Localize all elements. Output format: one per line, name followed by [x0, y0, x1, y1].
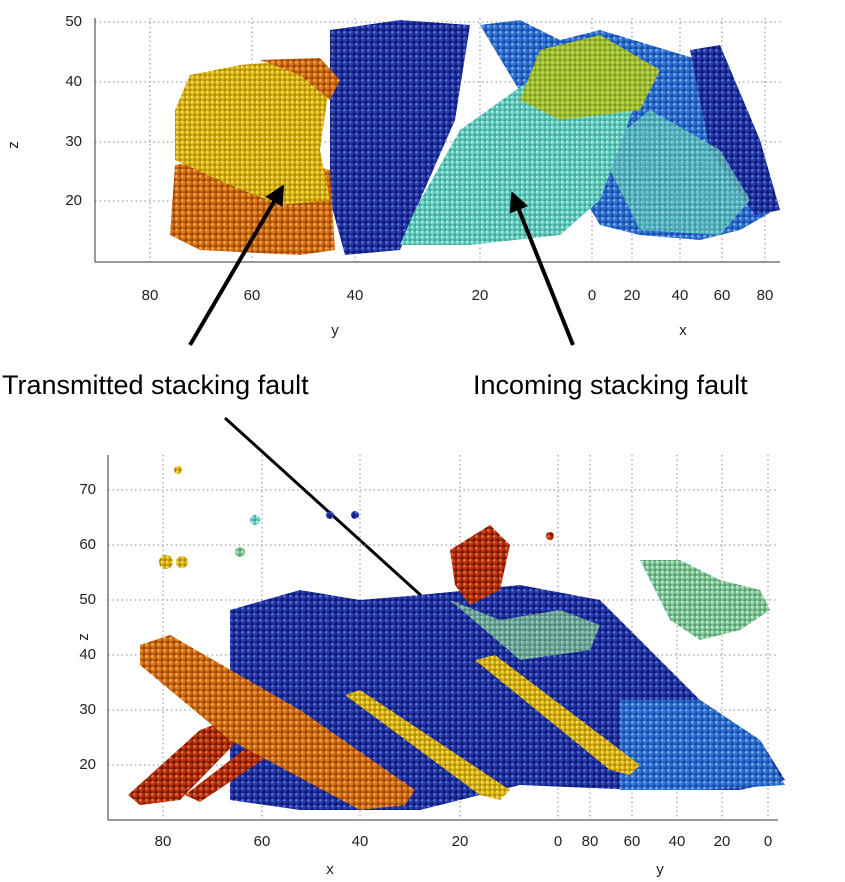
- tick-label: 20: [714, 833, 731, 850]
- tick-label: 40: [672, 287, 689, 304]
- axis-label: y: [656, 861, 664, 878]
- tick-label: 20: [472, 287, 489, 304]
- tick-label: 40: [79, 646, 96, 663]
- axis-label: z: [5, 141, 22, 149]
- tick-label: 80: [582, 833, 599, 850]
- axis-label: x: [679, 322, 687, 339]
- tick-label: 0: [588, 287, 596, 304]
- tick-label: 0: [764, 833, 772, 850]
- tick-label: 20: [452, 833, 469, 850]
- axis-label: z: [75, 633, 92, 641]
- annotation: Transmitted stacking fault: [2, 370, 309, 400]
- atoms: [170, 20, 780, 255]
- tick-label: 40: [347, 287, 364, 304]
- tick-label: 40: [65, 73, 82, 90]
- tick-label: 60: [254, 833, 271, 850]
- bottom-panel: 70 60 50 40 30 20 80 60 40 20 0 80 60 40 20 0 z x y: [75, 455, 785, 878]
- tick-label: 40: [669, 833, 686, 850]
- annotation: Incoming stacking fault: [473, 370, 748, 400]
- atoms: [128, 466, 785, 810]
- tick-label: 0: [554, 833, 562, 850]
- tick-label: 20: [65, 192, 82, 209]
- tick-label: 60: [714, 287, 731, 304]
- arrow: [188, 184, 285, 347]
- tick-label: 30: [79, 701, 96, 718]
- tick-label: 40: [352, 833, 369, 850]
- tick-label: 60: [624, 833, 641, 850]
- tick-label: 80: [155, 833, 172, 850]
- axis-label: x: [326, 861, 334, 878]
- tick-label: 30: [65, 133, 82, 150]
- tick-label: 50: [79, 591, 96, 608]
- axis-label: y: [331, 322, 339, 339]
- tick-label: 60: [79, 536, 96, 553]
- tick-label: 60: [244, 287, 261, 304]
- tick-label: 20: [79, 756, 96, 773]
- tick-label: 20: [624, 287, 641, 304]
- tick-label: 50: [65, 13, 82, 30]
- top-panel: 50 40 30 20 80 60 40 20 0 20 40 60 80 z y x: [5, 13, 780, 339]
- tick-label: 80: [757, 287, 774, 304]
- tick-label: 80: [142, 287, 159, 304]
- arrow: [509, 191, 575, 346]
- tick-label: 70: [79, 481, 96, 498]
